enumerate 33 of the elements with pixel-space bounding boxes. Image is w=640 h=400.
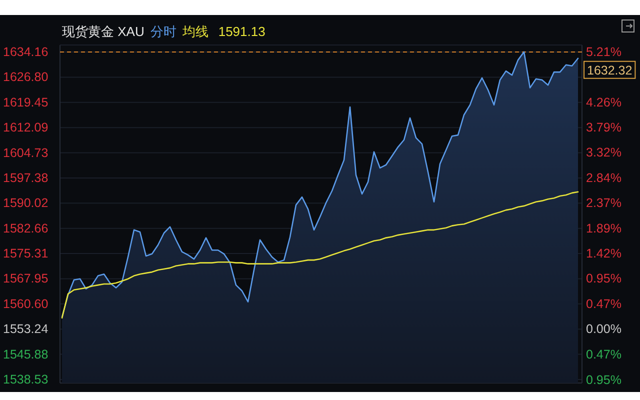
y-tick-label: 1567.95 (3, 272, 48, 286)
y-tick-label: 1538.53 (3, 372, 48, 386)
y-tick-label: 1619.45 (3, 95, 48, 110)
line-series (61, 191, 579, 319)
y-tick-label: 1597.38 (3, 170, 48, 185)
chart-title: 现货黄金 XAU (62, 24, 144, 39)
y2-tick-label: 3.79% (586, 120, 622, 135)
y2-tick-label: 0.95% (586, 272, 622, 286)
y2-tick-label: 5.21% (586, 44, 622, 59)
y-tick-label: 1582.66 (3, 221, 48, 236)
y2-tick-label: 0.00% (586, 322, 622, 336)
y-tick-label: 1590.02 (3, 196, 48, 210)
text: 1591.13 (218, 24, 266, 39)
y-tick-label: 1612.09 (3, 120, 48, 135)
y-tick-label: 1575.31 (3, 246, 48, 261)
y2-tick-label: 4.26% (586, 95, 622, 110)
y2-tick-label: 0.47% (586, 347, 622, 362)
y2-tick-label: 2.37% (586, 196, 622, 210)
y2-tick-label: 2.84% (586, 171, 622, 186)
y-tick-label: 1553.24 (3, 322, 48, 336)
y-tick-label: 1634.16 (3, 44, 48, 59)
y-tick-label: 1626.80 (3, 70, 48, 84)
text: 均线 (181, 24, 208, 39)
y2-tick-label: 3.32% (586, 146, 622, 160)
text: 分时 (150, 24, 176, 39)
y2-tick-label: 0.47% (586, 297, 622, 312)
y2-tick-label: 1.42% (586, 246, 622, 261)
y2-tick-label: 0.95% (586, 372, 622, 387)
y-tick-label: 1545.88 (3, 347, 48, 362)
y-tick-label: 1604.73 (3, 146, 48, 160)
y2-tick-label: 1.89% (586, 222, 622, 236)
y-tick-label: 1560.60 (3, 296, 48, 311)
text: 1632.32 (587, 63, 632, 78)
